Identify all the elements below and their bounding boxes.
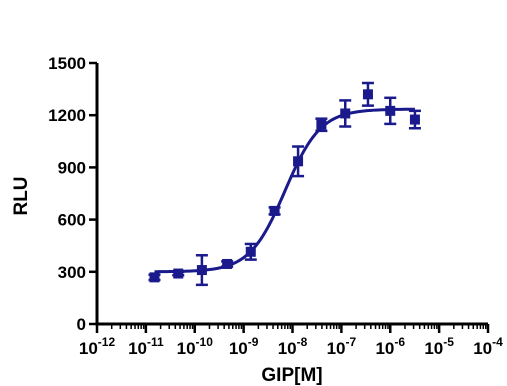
x-tick-label: 10-7	[327, 335, 357, 358]
x-tick-label: 10-11	[128, 335, 164, 358]
data-point	[222, 258, 233, 269]
data-point	[269, 205, 280, 216]
y-tick-label: 900	[58, 158, 86, 177]
y-tick-label: 0	[77, 315, 86, 334]
x-tick-label: 10-4	[473, 335, 503, 358]
data-point	[245, 246, 256, 257]
x-tick-label: 10-6	[375, 335, 405, 358]
y-axis-title: RLU	[11, 176, 32, 215]
data-point	[173, 268, 184, 279]
data-point	[316, 119, 327, 130]
x-tick-label: 10-9	[229, 335, 259, 358]
data-point	[149, 272, 160, 283]
data-point	[362, 89, 373, 100]
x-tick-label: 10-5	[424, 335, 454, 358]
data-point	[409, 114, 420, 125]
axes: 0 300 600 900 1200 1500 10-12 10-11 10-10 10-9 10-…	[48, 54, 503, 358]
x-tick-label: 10-8	[278, 335, 308, 358]
data-point	[340, 108, 351, 119]
y-tick-label: 1500	[48, 54, 86, 73]
data-point	[293, 156, 304, 167]
data-points-layer	[148, 81, 421, 287]
x-axis-title: GIP[M]	[261, 365, 322, 386]
x-tick-label: 10-10	[177, 335, 214, 358]
data-point	[385, 105, 396, 116]
y-tick-label: 300	[58, 263, 86, 282]
fit-curve	[154, 107, 415, 274]
fit-curve-layer	[154, 107, 415, 274]
x-tick-label: 10-12	[79, 335, 116, 358]
data-point	[196, 265, 207, 276]
y-tick-label: 1200	[48, 106, 86, 125]
y-tick-label: 600	[58, 211, 86, 230]
